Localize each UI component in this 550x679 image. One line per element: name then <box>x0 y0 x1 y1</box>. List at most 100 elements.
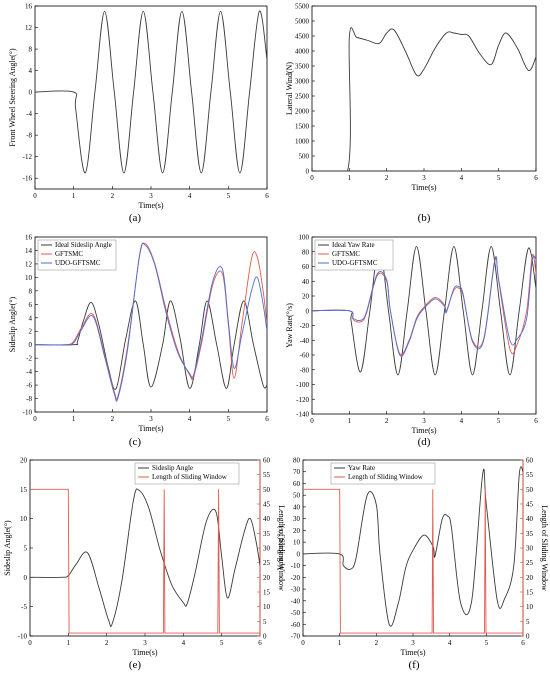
y2-tick-label: 5 <box>526 618 530 626</box>
legend-entry: Length of Sliding Window <box>348 473 424 481</box>
y-tick-label: -16 <box>23 175 33 183</box>
y-tick-label: -120 <box>296 396 309 404</box>
y-tick-label: -20 <box>300 322 310 330</box>
y-tick-label: 40 <box>293 503 301 511</box>
y2-tick-label: 60 <box>263 457 271 465</box>
y-tick-label: 6 <box>29 301 33 309</box>
x-tick-label: 5 <box>497 417 501 425</box>
y-axis-label: Yaw Rate(°/s) <box>285 303 294 348</box>
y-tick-label: 80 <box>293 457 301 465</box>
y-tick-label: 0 <box>29 341 33 349</box>
y-tick-label: 3000 <box>295 78 310 86</box>
series-line-steering <box>312 27 536 171</box>
y-tick-label: 3500 <box>295 63 310 71</box>
legend-entry: Yaw Rate <box>348 464 375 472</box>
y2-tick-label: 0 <box>263 633 267 641</box>
y-tick-label: 16 <box>25 3 33 11</box>
y2-tick-label: 10 <box>263 603 271 611</box>
x-axis-label: Time(s) <box>132 648 157 657</box>
x-tick-label: 4 <box>188 192 192 200</box>
x-axis-label: Time(s) <box>138 424 163 433</box>
y-tick-label: 5500 <box>295 3 310 11</box>
y2-tick-label: 20 <box>526 574 534 582</box>
y-tick-label: -4 <box>26 368 32 376</box>
y-tick-label: -6 <box>26 382 32 390</box>
y-tick-label: 40 <box>302 278 310 286</box>
x-tick-label: 0 <box>33 192 37 200</box>
y-tick-label: 10 <box>293 539 301 547</box>
y-tick-label: 10 <box>20 515 28 523</box>
y2-tick-label: 55 <box>263 471 271 479</box>
y-tick-label: 8 <box>29 46 33 54</box>
series-line-sideslip-angle <box>30 488 260 628</box>
y2-tick-label: 40 <box>526 515 534 523</box>
y-tick-label: -20 <box>291 574 301 582</box>
x-tick-label: 6 <box>534 174 538 182</box>
legend-entry: Ideal Yaw Rate <box>332 241 375 249</box>
y-tick-label: 20 <box>293 527 301 535</box>
y2-tick-label: 35 <box>263 530 271 538</box>
x-tick-label: 6 <box>265 415 269 423</box>
y2-tick-label: 25 <box>263 559 271 567</box>
x-tick-label: 4 <box>182 639 186 647</box>
x-tick-label: 6 <box>265 192 269 200</box>
y-tick-label: -100 <box>296 381 309 389</box>
y-tick-label: 20 <box>20 457 28 465</box>
x-tick-label: 0 <box>28 639 32 647</box>
plot-frame <box>29 459 261 637</box>
y2-tick-label: 20 <box>263 574 271 582</box>
series-line-ideal-sideslip-angle <box>35 300 267 390</box>
y-tick-label: -10 <box>18 633 28 641</box>
y2-tick-label: 55 <box>526 471 534 479</box>
series-line-steering <box>35 10 267 174</box>
x-tick-label: 2 <box>111 415 115 423</box>
y-tick-label: 0 <box>24 574 28 582</box>
y-tick-label: -60 <box>300 352 310 360</box>
y-tick-label: 30 <box>293 515 301 523</box>
x-tick-label: 1 <box>348 417 352 425</box>
y2-tick-label: 25 <box>526 559 534 567</box>
y-tick-label: 8 <box>29 287 33 295</box>
y-tick-label: 0 <box>29 89 33 97</box>
x-tick-label: 4 <box>460 174 464 182</box>
y-tick-label: -30 <box>291 586 301 594</box>
y2-tick-label: 50 <box>526 486 534 494</box>
y-tick-label: -10 <box>291 562 301 570</box>
legend-box <box>330 462 436 485</box>
y-tick-label: 60 <box>293 480 301 488</box>
chart-panel-f: 0 1 2 3 4 5 6-70-60-50-40-30-20-10010203040506… <box>276 457 549 672</box>
y2-tick-label: 5 <box>263 618 267 626</box>
y-tick-label: 10 <box>25 274 33 282</box>
legend-box <box>134 462 240 485</box>
y-tick-label: 4500 <box>295 33 310 41</box>
x-tick-label: 3 <box>143 639 147 647</box>
y-tick-label: 5 <box>24 545 28 553</box>
x-tick-label: 2 <box>385 417 389 425</box>
legend-entry: Sideslip Angle <box>152 464 193 472</box>
y-tick-label: 14 <box>25 247 33 255</box>
y-tick-label: -80 <box>300 366 310 374</box>
panel-label: (f) <box>409 659 420 671</box>
x-tick-label: 1 <box>67 639 71 647</box>
y-tick-label: 80 <box>302 248 310 256</box>
x-tick-label: 2 <box>105 639 109 647</box>
y2-axis-label: Length of Sliding Window <box>277 505 286 591</box>
y-tick-label: 12 <box>25 24 33 32</box>
y2-tick-label: 50 <box>263 486 271 494</box>
y-tick-label: 100 <box>299 234 310 242</box>
y-tick-label: 12 <box>25 260 33 268</box>
y-tick-label: 60 <box>302 263 310 271</box>
series-line-ideal-yaw-rate <box>312 246 536 376</box>
x-tick-label: 2 <box>375 639 379 647</box>
y-axis-label: Sideslip Angle(°) <box>3 520 12 576</box>
y-tick-label: -40 <box>300 337 310 345</box>
series-line-gftsmc <box>35 242 267 400</box>
x-tick-label: 1 <box>348 174 352 182</box>
x-tick-label: 2 <box>111 192 115 200</box>
legend-entry: GFTSMC <box>55 250 83 258</box>
y-tick-label: -70 <box>291 633 301 641</box>
x-tick-label: 3 <box>149 192 153 200</box>
x-tick-label: 0 <box>310 417 314 425</box>
legend-entry: UDO-GFTSMC <box>55 259 101 267</box>
y-tick-label: 4 <box>29 314 33 322</box>
